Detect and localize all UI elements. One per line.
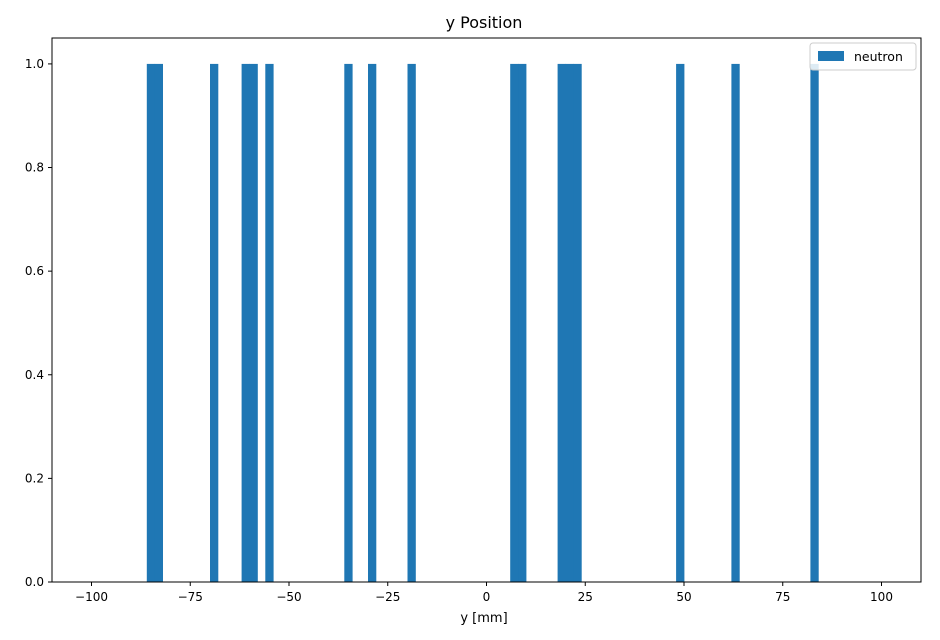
x-tick-label: 0 [483, 590, 491, 604]
histogram-bar [510, 63, 519, 582]
y-tick-label: 0.2 [25, 471, 44, 485]
histogram-bar [210, 63, 219, 582]
y-tick-label: 0.4 [25, 368, 44, 382]
y-axis: 0.0 0.2 0.4 0.6 0.8 1.0 [25, 57, 52, 589]
histogram-bar [731, 63, 740, 582]
histogram-bar [265, 63, 274, 582]
legend-box [809, 42, 917, 71]
x-tick-label: 50 [676, 590, 691, 604]
histogram-bar [154, 63, 163, 582]
x-tick-label: −25 [375, 590, 400, 604]
histogram-bar [557, 63, 566, 582]
histogram-bar [241, 63, 250, 582]
x-tick-label: 25 [578, 590, 593, 604]
legend-label-neutron: neutron [854, 49, 903, 64]
x-tick-label: 75 [775, 590, 790, 604]
histogram-bar [518, 63, 527, 582]
y-tick-label: 0.8 [25, 161, 44, 175]
legend-swatch-neutron [818, 51, 844, 61]
histogram-bar [810, 63, 819, 582]
histogram-bar [368, 63, 377, 582]
legend: neutron [809, 42, 917, 71]
histogram-bar [407, 63, 416, 582]
histogram-bar [676, 63, 685, 582]
y-tick-label: 0.0 [25, 575, 44, 589]
chart-title: y Position [446, 13, 523, 32]
x-axis: −100 −75 −50 −25 0 25 50 75 100 [75, 582, 893, 604]
histogram-bar [573, 63, 582, 582]
y-tick-label: 0.6 [25, 264, 44, 278]
x-tick-label: −50 [276, 590, 301, 604]
x-axis-label: y [mm] [460, 611, 507, 626]
bars-layer [146, 63, 819, 582]
y-tick-label: 1.0 [25, 57, 44, 71]
histogram-bar [344, 63, 353, 582]
x-tick-label: −100 [75, 590, 108, 604]
histogram-bar [146, 63, 156, 582]
x-tick-label: 100 [870, 590, 893, 604]
x-tick-label: −75 [178, 590, 203, 604]
histogram-bar [249, 63, 258, 582]
histogram-bar [565, 63, 574, 582]
